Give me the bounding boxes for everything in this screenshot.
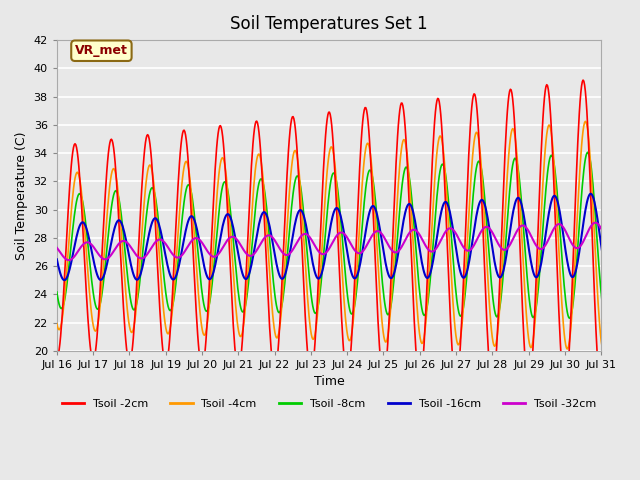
Y-axis label: Soil Temperature (C): Soil Temperature (C): [15, 131, 28, 260]
Title: Soil Temperatures Set 1: Soil Temperatures Set 1: [230, 15, 428, 33]
X-axis label: Time: Time: [314, 375, 344, 388]
Text: VR_met: VR_met: [75, 44, 128, 57]
Legend: Tsoil -2cm, Tsoil -4cm, Tsoil -8cm, Tsoil -16cm, Tsoil -32cm: Tsoil -2cm, Tsoil -4cm, Tsoil -8cm, Tsoi…: [58, 395, 601, 414]
